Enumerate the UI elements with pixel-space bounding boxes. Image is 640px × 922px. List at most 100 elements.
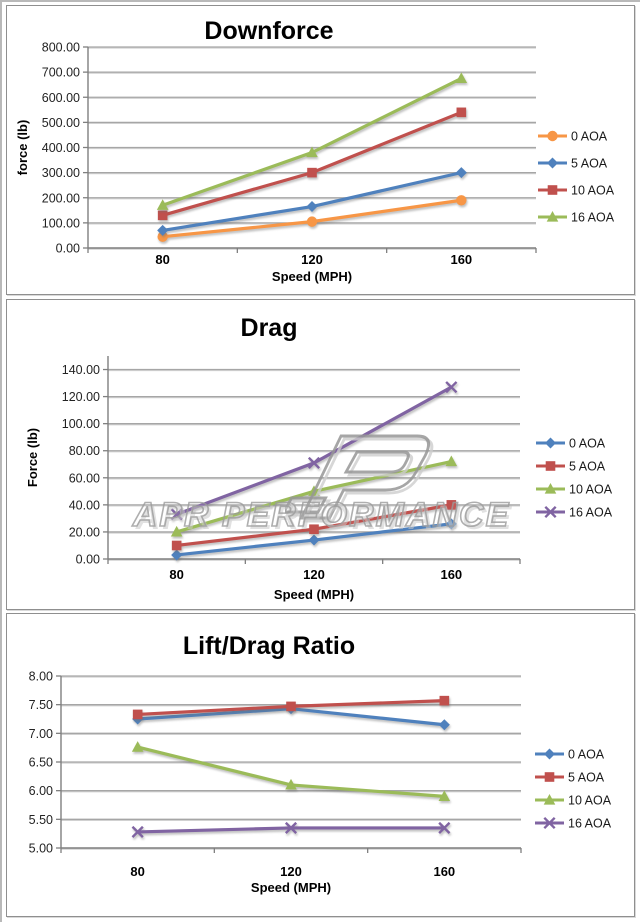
diamond-marker (308, 534, 320, 546)
diamond-marker (157, 224, 169, 236)
legend-label: 5 AOA (571, 157, 608, 171)
y-tick-label: 0.00 (56, 242, 80, 256)
y-tick-label: 60.00 (69, 471, 100, 485)
drag-chart-panel: Drag 0.00 20.00 40.00 60.00 80.00 100.00 120.00… (6, 299, 635, 610)
legend-item: 5 AOA (535, 771, 605, 785)
triangle-marker (455, 72, 468, 84)
y-tick-label: 300.00 (42, 166, 80, 180)
square-marker (132, 709, 143, 720)
legend-item: 0 AOA (538, 130, 608, 144)
circle-marker (306, 216, 318, 227)
page-frame-left-line (0, 0, 2, 922)
legend-label: 5 AOA (568, 771, 605, 785)
series-10-aoa (170, 455, 458, 537)
legend-label: 0 AOA (569, 437, 606, 451)
page-frame-top-line (0, 0, 640, 2)
legend-label: 0 AOA (568, 748, 605, 762)
square-marker (171, 540, 182, 551)
square-marker (547, 185, 558, 195)
y-axis-title: force (lb) (15, 120, 30, 176)
y-tick-label: 7.50 (29, 698, 53, 712)
diamond-marker (545, 437, 556, 449)
x-category-label: 160 (433, 864, 455, 879)
chart-title: Drag (241, 314, 298, 342)
square-marker (439, 695, 450, 706)
x-category-label: 160 (440, 567, 462, 582)
legend-item: 5 AOA (538, 157, 608, 171)
square-marker (307, 167, 317, 178)
series-5-aoa (132, 695, 450, 720)
legend-item: 0 AOA (535, 748, 605, 762)
diamond-marker (445, 518, 457, 530)
x-category-label: 80 (130, 864, 144, 879)
legend-label: 10 AOA (571, 184, 615, 198)
legend-label: 16 AOA (571, 211, 615, 225)
y-tick-label: 120.00 (62, 390, 100, 404)
x-category-label: 120 (280, 864, 302, 879)
legend-item: 16 AOA (538, 211, 615, 225)
triangle-marker (438, 790, 451, 801)
square-marker (446, 500, 457, 510)
x-axis-title: Speed (MPH) (272, 269, 352, 284)
series-16-aoa (131, 821, 451, 838)
y-tick-label: 140.00 (62, 363, 100, 377)
x-marker (543, 816, 556, 830)
chart-title: Lift/Drag Ratio (183, 632, 355, 660)
y-tick-label: 0.00 (76, 553, 100, 567)
drag-chart: Drag 0.00 20.00 40.00 60.00 80.00 100.00 120.00… (25, 314, 613, 602)
legend-item: 16 AOA (535, 817, 612, 831)
triangle-marker (546, 211, 559, 222)
circle-marker (547, 130, 558, 142)
circle-marker (157, 231, 168, 242)
legend-item: 10 AOA (536, 483, 613, 497)
downforce-chart-panel: Downforce 0.00 100.00 200.00 300.00 400.00 500… (6, 5, 635, 295)
y-tick-label: 100.00 (62, 417, 100, 431)
x-category-label: 160 (450, 252, 472, 267)
x-marker (284, 821, 298, 834)
triangle-marker (306, 146, 318, 158)
y-tick-label: 400.00 (42, 141, 80, 155)
y-tick-label: 5.50 (29, 813, 53, 827)
x-category-label: 80 (155, 252, 169, 267)
circle-marker (456, 195, 467, 206)
y-tick-label: 6.50 (29, 756, 53, 770)
y-tick-label: 200.00 (42, 191, 80, 205)
legend-label: 16 AOA (569, 506, 613, 520)
y-tick-label: 700.00 (42, 66, 80, 80)
legend-item: 10 AOA (538, 184, 615, 198)
triangle-marker (170, 525, 183, 537)
square-marker (309, 524, 319, 535)
y-tick-label: 80.00 (69, 444, 100, 458)
x-category-label: 120 (301, 252, 323, 267)
series-line (162, 110, 462, 217)
y-tick-label: 7.00 (29, 727, 53, 741)
square-marker (286, 701, 296, 712)
diamond-marker (544, 748, 555, 760)
x-marker (544, 505, 557, 519)
legend-label: 5 AOA (569, 460, 606, 474)
x-marker (438, 821, 451, 834)
x-marker (170, 508, 183, 521)
square-marker (456, 107, 467, 118)
square-marker (544, 772, 555, 782)
legend-label: 16 AOA (568, 817, 612, 831)
y-tick-label: 6.00 (29, 784, 53, 798)
downforce-chart: Downforce 0.00 100.00 200.00 300.00 400.00 500… (15, 17, 615, 284)
y-tick-label: 5.00 (29, 842, 53, 856)
legend-item: 5 AOA (536, 460, 606, 474)
legend-label: 10 AOA (568, 794, 612, 808)
legend-label: 10 AOA (569, 483, 613, 497)
x-marker (445, 381, 458, 394)
legend-item: 10 AOA (535, 794, 612, 808)
y-tick-label: 40.00 (69, 498, 100, 512)
y-tick-label: 600.00 (42, 91, 80, 105)
series-5-aoa (157, 167, 467, 236)
diamond-marker (547, 157, 558, 169)
triangle-marker (544, 483, 557, 494)
series-10-aoa (131, 741, 451, 801)
diamond-marker (306, 201, 318, 213)
series-16-aoa (156, 72, 468, 210)
lift-drag-ratio-chart-panel: Lift/Drag Ratio 5.00 5.50 6.00 6.50 7.00 7.50 8… (6, 613, 635, 917)
x-marker (131, 825, 144, 838)
series-0-aoa (171, 518, 457, 561)
